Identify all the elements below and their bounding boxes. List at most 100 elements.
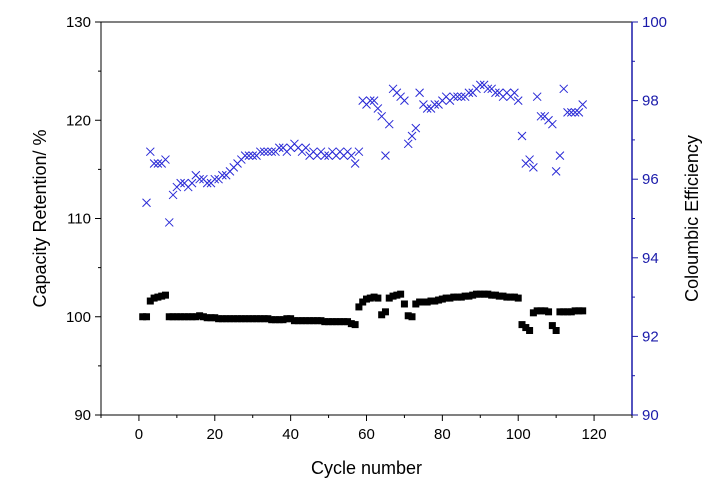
capacity-point bbox=[332, 318, 340, 326]
capacity-point bbox=[393, 291, 401, 299]
efficiency-point bbox=[510, 88, 519, 98]
efficiency-point bbox=[559, 84, 569, 94]
x-tick-label: 60 bbox=[358, 426, 375, 443]
capacity-point bbox=[321, 318, 329, 326]
capacity-point bbox=[203, 314, 211, 322]
capacity-point bbox=[139, 313, 147, 321]
left-y-tick-label: 90 bbox=[74, 407, 91, 424]
capacity-point bbox=[575, 307, 583, 315]
capacity-point bbox=[234, 315, 242, 323]
capacity-point bbox=[366, 294, 374, 302]
capacity-point bbox=[359, 298, 367, 306]
capacity-point bbox=[237, 315, 245, 323]
capacity-point bbox=[556, 308, 564, 316]
capacity-point bbox=[404, 312, 412, 320]
capacity-point bbox=[378, 311, 386, 319]
right-y-axis-title: Coloumbic Efficiency bbox=[682, 135, 702, 302]
efficiency-point bbox=[517, 131, 527, 141]
efficiency-point bbox=[570, 108, 580, 117]
efficiency-point bbox=[164, 218, 174, 227]
capacity-point bbox=[283, 315, 291, 323]
capacity-point bbox=[199, 313, 207, 321]
x-tick-label: 80 bbox=[434, 426, 451, 443]
capacity-point bbox=[465, 292, 473, 300]
x-tick-label: 40 bbox=[282, 426, 299, 443]
capacity-point bbox=[545, 308, 553, 316]
x-tick-label: 0 bbox=[135, 426, 143, 443]
capacity-point bbox=[435, 296, 443, 304]
capacity-point bbox=[476, 290, 484, 298]
capacity-point bbox=[241, 315, 249, 323]
capacity-point bbox=[306, 317, 314, 325]
efficiency-point bbox=[381, 151, 390, 160]
efficiency-point bbox=[161, 155, 170, 164]
efficiency-point bbox=[244, 151, 254, 160]
capacity-point bbox=[480, 290, 488, 298]
efficiency-point bbox=[346, 151, 356, 160]
right-y-tick-label: 96 bbox=[642, 171, 659, 188]
x-axis-title: Cycle number bbox=[311, 458, 422, 478]
capacity-point bbox=[522, 324, 530, 332]
capacity-point bbox=[397, 290, 405, 298]
efficiency-point bbox=[153, 159, 163, 168]
capacity-point bbox=[537, 307, 545, 315]
efficiency-point bbox=[365, 96, 375, 105]
efficiency-point bbox=[536, 111, 546, 121]
capacity-point bbox=[158, 292, 166, 300]
capacity-point bbox=[499, 292, 507, 300]
capacity-point bbox=[196, 312, 204, 320]
capacity-point bbox=[256, 315, 264, 323]
efficiency-point bbox=[574, 108, 584, 117]
right-y-axis-ticks: 90 92 94 96 98 100 bbox=[632, 14, 667, 424]
capacity-point bbox=[344, 318, 352, 326]
capacity-point bbox=[442, 294, 450, 302]
efficiency-point bbox=[218, 170, 227, 180]
capacity-point bbox=[503, 293, 511, 301]
capacity-point bbox=[165, 313, 173, 321]
efficiency-point bbox=[263, 147, 273, 157]
capacity-point bbox=[416, 298, 424, 306]
capacity-point bbox=[419, 298, 427, 306]
capacity-point bbox=[461, 292, 469, 300]
efficiency-point bbox=[202, 178, 212, 188]
capacity-point bbox=[302, 317, 310, 325]
capacity-point bbox=[518, 321, 526, 329]
right-y-tick-label: 100 bbox=[642, 14, 667, 31]
capacity-point bbox=[423, 298, 431, 306]
capacity-point bbox=[218, 315, 226, 323]
capacity-point bbox=[438, 295, 446, 303]
x-axis-ticks: 0 20 40 60 80 100 120 bbox=[100, 415, 633, 443]
capacity-point bbox=[488, 291, 496, 299]
capacity-point bbox=[317, 317, 325, 325]
capacity-point bbox=[290, 317, 298, 325]
efficiency-point bbox=[195, 174, 204, 184]
efficiency-point bbox=[563, 108, 572, 117]
efficiency-point bbox=[255, 147, 265, 157]
capacity-point bbox=[472, 290, 480, 298]
capacity-point bbox=[355, 303, 363, 311]
efficiency-point bbox=[240, 151, 250, 160]
capacity-point bbox=[491, 291, 499, 299]
capacity-point bbox=[351, 321, 359, 329]
efficiency-point bbox=[301, 143, 311, 153]
efficiency-point bbox=[456, 92, 466, 102]
efficiency-point bbox=[529, 163, 538, 172]
capacity-point bbox=[313, 317, 321, 325]
capacity-point bbox=[529, 309, 537, 317]
efficiency-point bbox=[491, 88, 500, 98]
capacity-point bbox=[215, 315, 223, 323]
left-y-tick-label: 130 bbox=[66, 14, 91, 31]
capacity-point bbox=[495, 292, 503, 300]
efficiency-point bbox=[149, 159, 159, 168]
efficiency-point bbox=[555, 151, 565, 160]
capacity-point bbox=[177, 313, 185, 321]
capacity-point bbox=[381, 308, 389, 316]
capacity-point bbox=[533, 307, 541, 315]
efficiency-point bbox=[369, 96, 379, 105]
x-tick-label: 120 bbox=[582, 426, 607, 443]
efficiency-point bbox=[411, 123, 421, 133]
capacity-point bbox=[457, 293, 465, 301]
capacity-point bbox=[245, 315, 253, 323]
capacity-point bbox=[507, 293, 515, 301]
capacity-point bbox=[143, 313, 151, 321]
